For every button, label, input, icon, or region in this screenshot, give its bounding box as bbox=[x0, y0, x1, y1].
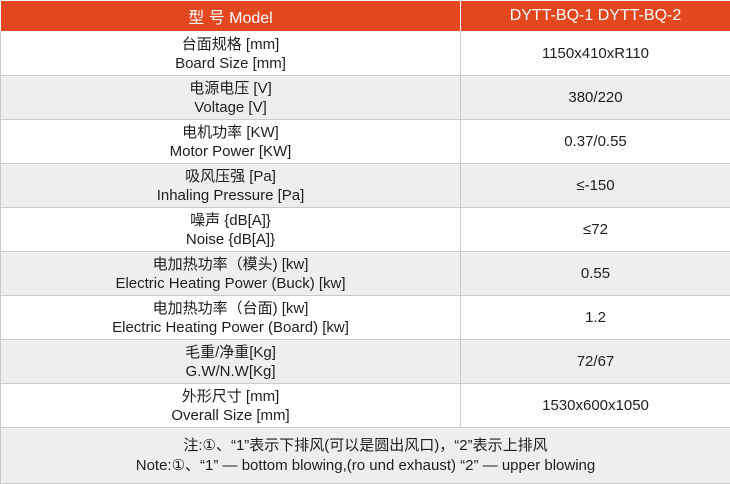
param-label-cn: 吸风压强 [Pa] bbox=[1, 167, 460, 186]
note-row: 注:①、“1”表示下排风(可以是圆出风口)，“2”表示上排风 Note:①、“1… bbox=[1, 428, 730, 484]
header-row: 型 号 Model DYTT-BQ-1 DYTT-BQ-2 bbox=[1, 1, 730, 32]
spec-row-heating-buck: 电加热功率（模头) [kw] Electric Heating Power (B… bbox=[1, 252, 730, 296]
spec-row-weight: 毛重/净重[Kg] G.W/N.W[Kg] 72/67 bbox=[1, 340, 730, 384]
spec-row-board-size: 台面规格 [mm] Board Size [mm] 1150x410xR110 bbox=[1, 32, 730, 76]
param-label-en: Motor Power [KW] bbox=[1, 142, 460, 161]
spec-row-motor-power: 电机功率 [KW] Motor Power [KW] 0.37/0.55 bbox=[1, 120, 730, 164]
param-label-en: G.W/N.W[Kg] bbox=[1, 362, 460, 381]
spec-row-heating-board: 电加热功率（台面) [kw] Electric Heating Power (B… bbox=[1, 296, 730, 340]
spec-row-noise: 噪声 {dB[A]} Noise {dB[A]} ≤72 bbox=[1, 208, 730, 252]
note-en: Note:①、“1” — bottom blowing,(ro und exha… bbox=[1, 456, 730, 476]
param-cell: 噪声 {dB[A]} Noise {dB[A]} bbox=[1, 208, 461, 252]
value-cell: 0.55 bbox=[461, 252, 730, 296]
param-label-cn: 毛重/净重[Kg] bbox=[1, 343, 460, 362]
param-label-en: Electric Heating Power (Board) [kw] bbox=[1, 318, 460, 337]
value-cell: 0.37/0.55 bbox=[461, 120, 730, 164]
param-label-en: Inhaling Pressure [Pa] bbox=[1, 186, 460, 205]
param-label-en: Board Size [mm] bbox=[1, 54, 460, 73]
param-cell: 吸风压强 [Pa] Inhaling Pressure [Pa] bbox=[1, 164, 461, 208]
param-cell: 台面规格 [mm] Board Size [mm] bbox=[1, 32, 461, 76]
param-label-cn: 电加热功率（台面) [kw] bbox=[1, 299, 460, 318]
spec-row-voltage: 电源电压 [V] Voltage [V] 380/220 bbox=[1, 76, 730, 120]
param-cell: 电源电压 [V] Voltage [V] bbox=[1, 76, 461, 120]
param-label-cn: 电加热功率（模头) [kw] bbox=[1, 255, 460, 274]
value-cell: 1530x600x1050 bbox=[461, 384, 730, 428]
param-label-cn: 噪声 {dB[A]} bbox=[1, 211, 460, 230]
param-label-cn: 电源电压 [V] bbox=[1, 79, 460, 98]
param-cell: 毛重/净重[Kg] G.W/N.W[Kg] bbox=[1, 340, 461, 384]
param-cell: 外形尺寸 [mm] Overall Size [mm] bbox=[1, 384, 461, 428]
param-cell: 电加热功率（台面) [kw] Electric Heating Power (B… bbox=[1, 296, 461, 340]
param-label-cn: 台面规格 [mm] bbox=[1, 35, 460, 54]
value-cell: ≤72 bbox=[461, 208, 730, 252]
value-cell: 72/67 bbox=[461, 340, 730, 384]
value-cell: 1150x410xR110 bbox=[461, 32, 730, 76]
value-cell: 1.2 bbox=[461, 296, 730, 340]
param-label-en: Electric Heating Power (Buck) [kw] bbox=[1, 274, 460, 293]
note-cn: 注:①、“1”表示下排风(可以是圆出风口)，“2”表示上排风 bbox=[1, 436, 730, 456]
param-label-cn: 外形尺寸 [mm] bbox=[1, 387, 460, 406]
param-cell: 电加热功率（模头) [kw] Electric Heating Power (B… bbox=[1, 252, 461, 296]
value-cell: 380/220 bbox=[461, 76, 730, 120]
header-param-label: 型 号 Model bbox=[1, 1, 461, 32]
note-cell: 注:①、“1”表示下排风(可以是圆出风口)，“2”表示上排风 Note:①、“1… bbox=[1, 428, 730, 484]
param-label-en: Voltage [V] bbox=[1, 98, 460, 117]
param-label-cn: 电机功率 [KW] bbox=[1, 123, 460, 142]
param-label-en: Overall Size [mm] bbox=[1, 406, 460, 425]
param-cell: 电机功率 [KW] Motor Power [KW] bbox=[1, 120, 461, 164]
spec-row-inhaling-pressure: 吸风压强 [Pa] Inhaling Pressure [Pa] ≤-150 bbox=[1, 164, 730, 208]
header-model-label: DYTT-BQ-1 DYTT-BQ-2 bbox=[461, 1, 730, 32]
spec-row-overall-size: 外形尺寸 [mm] Overall Size [mm] 1530x600x105… bbox=[1, 384, 730, 428]
value-cell: ≤-150 bbox=[461, 164, 730, 208]
param-label-en: Noise {dB[A]} bbox=[1, 230, 460, 249]
